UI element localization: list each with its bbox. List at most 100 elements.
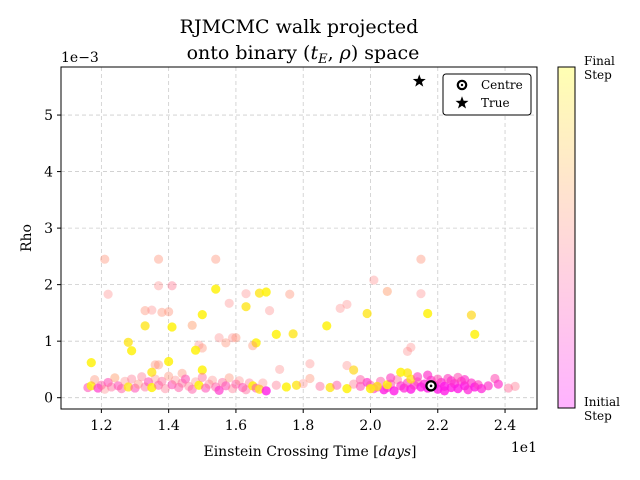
data-point: [291, 380, 302, 390]
colorbar-gradient: [557, 66, 576, 409]
colorbar: Final Step Initial Step: [557, 54, 620, 423]
data-point: [130, 383, 140, 393]
data-point: [416, 289, 426, 299]
data-point: [187, 384, 197, 394]
data-point: [342, 299, 352, 310]
data-point: [241, 289, 251, 299]
data-point: [110, 373, 120, 383]
data-point: [140, 321, 150, 331]
data-point: [221, 338, 231, 348]
data-point: [157, 307, 167, 317]
data-point: [298, 378, 308, 389]
x-axis-label: Einstein Crossing Time [days]: [203, 444, 416, 460]
data-point: [261, 386, 271, 396]
y-tick-label-4: 4: [44, 165, 53, 181]
true-marker: [412, 74, 426, 87]
data-point: [423, 370, 433, 380]
data-point: [197, 309, 207, 320]
data-point: [160, 384, 170, 394]
data-point: [214, 333, 224, 343]
data-point: [248, 341, 258, 351]
data-point: [234, 376, 244, 386]
data-point: [167, 281, 177, 291]
x-tick-label-0: 1.2: [90, 418, 112, 434]
data-point: [271, 329, 281, 339]
data-point: [382, 380, 392, 390]
plot-frame: [60, 66, 538, 410]
x-tick-label-5: 2.2: [427, 418, 449, 434]
data-point: [150, 360, 160, 370]
colorbar-bottom-label-2: Step: [584, 409, 612, 423]
chart-title-line1: RJMCMC walk projected: [180, 16, 419, 38]
x-tick-label-6: 2.4: [494, 418, 516, 434]
data-point: [439, 386, 450, 396]
data-point: [389, 386, 399, 396]
data-point: [412, 372, 423, 382]
data-point: [103, 377, 113, 388]
colorbar-bottom-label-1: Initial: [584, 395, 620, 409]
data-point: [153, 281, 164, 291]
centre-dot: [429, 384, 433, 388]
data-point: [180, 374, 191, 384]
data-point: [362, 308, 372, 319]
data-point: [197, 365, 207, 375]
chart-title-line2: onto binary (tE, ρ) space: [187, 42, 420, 67]
x-axis-ticks: 1.2 1.4 1.6 1.8 2.0 2.2 2.4: [90, 409, 516, 434]
data-point: [315, 381, 325, 391]
y-tick-label-3: 3: [44, 221, 53, 237]
data-point: [349, 365, 359, 375]
data-point: [372, 381, 382, 391]
y-axis-ticks: 0 1 2 3 4 5: [44, 108, 61, 407]
data-point: [241, 302, 251, 312]
data-point: [123, 337, 133, 347]
data-point: [187, 320, 197, 330]
y-tick-label-2: 2: [44, 278, 53, 294]
data-point: [288, 329, 298, 339]
y-tick-label-5: 5: [44, 108, 53, 124]
data-point: [332, 380, 342, 390]
centre-marker: [425, 380, 437, 392]
data-point: [153, 254, 164, 264]
x-tick-label-4: 2.0: [359, 418, 381, 434]
data-point: [470, 329, 480, 339]
data-point: [231, 333, 241, 343]
data-point: [170, 375, 180, 385]
data-point: [251, 338, 261, 348]
x-tick-label-1: 1.4: [158, 418, 180, 434]
data-point: [100, 384, 110, 394]
data-point: [264, 306, 275, 316]
data-point: [335, 303, 345, 313]
data-point: [493, 379, 503, 389]
y-tick-label-1: 1: [44, 334, 53, 350]
data-point: [423, 308, 433, 319]
data-point: [241, 385, 251, 395]
data-point: [127, 374, 137, 384]
data-point: [342, 360, 352, 371]
data-point: [190, 345, 201, 355]
data-point: [140, 306, 150, 316]
data-point: [211, 284, 221, 294]
data-point: [147, 305, 157, 315]
data-point: [355, 381, 365, 391]
data-point: [322, 321, 332, 331]
data-point: [342, 384, 352, 394]
data-point: [396, 367, 406, 377]
data-point: [416, 254, 426, 264]
colorbar-top-label-1: Final: [584, 54, 615, 68]
x-offset-label: 1e1: [511, 440, 537, 456]
data-point: [167, 322, 177, 332]
data-point: [258, 378, 268, 388]
data-point: [261, 287, 271, 297]
data-point: [197, 372, 207, 382]
data-point: [100, 254, 110, 264]
data-point: [90, 375, 100, 385]
data-point: [369, 275, 379, 285]
legend-centre-label: Centre: [481, 78, 523, 92]
data-point: [460, 375, 470, 385]
data-point: [433, 374, 443, 384]
data-point: [133, 379, 143, 389]
data-point: [238, 382, 248, 393]
data-point: [86, 358, 96, 368]
data-point: [271, 380, 281, 390]
data-point: [164, 356, 174, 367]
